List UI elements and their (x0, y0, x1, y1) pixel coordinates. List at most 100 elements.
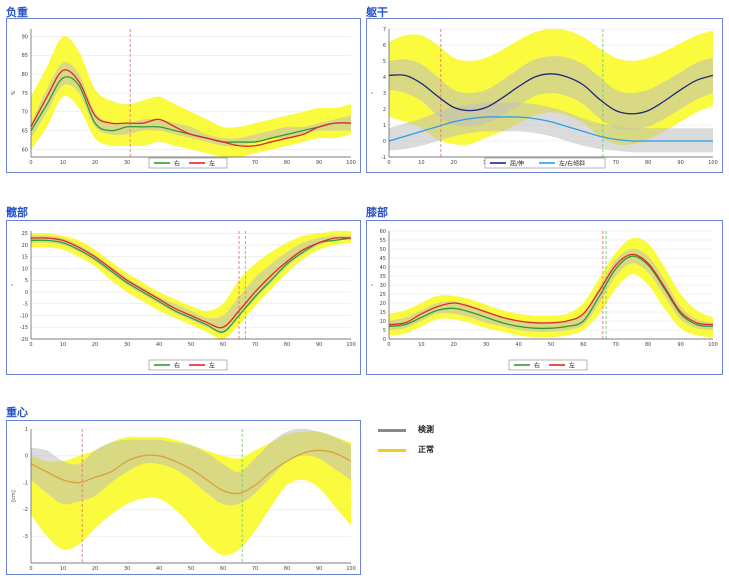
y-tick-label: 20 (380, 301, 386, 307)
x-tick-label: 90 (677, 342, 683, 348)
legend-label: 左/右倾斜 (559, 159, 585, 167)
y-tick-label: 30 (380, 283, 386, 289)
y-tick-label: -1 (381, 155, 386, 161)
normal-swatch (378, 449, 406, 452)
band-measured (31, 429, 351, 506)
x-tick-label: 80 (645, 342, 651, 348)
y-tick-label: 40 (380, 265, 386, 271)
y-axis-label: % (11, 90, 17, 95)
x-tick-label: 60 (580, 342, 586, 348)
x-tick-label: 100 (708, 342, 718, 348)
y-tick-label: 1 (25, 427, 28, 433)
y-tick-label: 0 (25, 454, 28, 460)
x-tick-label: 20 (92, 342, 98, 348)
x-tick-label: 10 (60, 160, 66, 166)
x-tick-label: 100 (346, 342, 356, 348)
x-tick-label: 30 (124, 160, 130, 166)
y-tick-label: 60 (380, 229, 386, 235)
x-tick-label: 50 (188, 342, 194, 348)
y-tick-label: -1 (23, 480, 28, 486)
series-line-右 (30, 237, 352, 333)
legend-label: 右 (534, 361, 540, 369)
y-tick-label: 10 (22, 266, 28, 272)
x-tick-label: 90 (677, 160, 683, 166)
x-tick-label: 40 (156, 342, 162, 348)
legend-label: 左 (209, 159, 215, 167)
x-tick-label: 60 (220, 566, 226, 572)
x-tick-label: 60 (220, 342, 226, 348)
load-chart: 010203040506070809010060657075808590%右左 (11, 29, 356, 169)
trunk-chart-panel: 0102030405060708090100-101234567°屈/伸左/右倾… (366, 18, 723, 173)
x-tick-label: 50 (188, 566, 194, 572)
legend-label: 右 (174, 361, 180, 369)
y-tick-label: 0 (383, 139, 386, 145)
legend-box (148, 359, 228, 371)
hip-chart-panel: 0 10 20 30 40 50 60 70 80 90 100 -20 -15 -10 -5 0 5 10 15 2… (6, 220, 361, 375)
x-tick-label: 10 (418, 342, 424, 348)
x-tick-label: 80 (645, 160, 651, 166)
y-tick-label: 5 (383, 59, 386, 65)
y-tick-label: 45 (380, 256, 386, 262)
x-tick-label: 70 (613, 160, 619, 166)
y-tick-label: 50 (380, 247, 386, 253)
series-line-左 (30, 237, 352, 329)
legend-box (508, 359, 588, 371)
y-axis-label: ° (371, 283, 377, 286)
x-tick-label: 40 (515, 342, 521, 348)
hip-chart-title: 髋部 (6, 206, 28, 219)
x-tick-label: 0 (387, 160, 390, 166)
y-tick-label: 20 (22, 243, 28, 249)
trunk-chart-title: 躯干 (366, 6, 388, 19)
x-tick-label: 90 (316, 566, 322, 572)
x-tick-label: 10 (60, 566, 66, 572)
legend-label: 左 (569, 361, 575, 369)
outer-legend: 検測 正常 (378, 424, 498, 464)
y-tick-label: 2 (383, 107, 386, 113)
y-tick-label: 25 (380, 292, 386, 298)
legend-box (148, 157, 228, 169)
normal-label: 正常 (418, 445, 434, 454)
y-tick-label: -2 (23, 507, 28, 513)
y-tick-label: 5 (383, 328, 386, 334)
y-tick-label: 55 (380, 238, 386, 244)
y-tick-label: 80 (22, 72, 28, 78)
y-tick-label: -10 (20, 313, 28, 319)
x-tick-label: 30 (124, 342, 130, 348)
y-tick-label: 7 (383, 27, 386, 33)
x-tick-label: 80 (284, 160, 290, 166)
cog-chart-panel: 0 10 20 30 40 50 60 70 80 90 100 -3 -2 -1 0 1 [cm] (6, 420, 361, 575)
x-tick-label: 90 (316, 342, 322, 348)
band-measured2 (389, 102, 713, 153)
band-measured (31, 62, 351, 147)
y-tick-label: 15 (380, 310, 386, 316)
x-tick-label: 90 (316, 160, 322, 166)
x-tick-label: 20 (451, 160, 457, 166)
measured-swatch (378, 429, 406, 432)
legend-normal: 正常 (378, 444, 498, 456)
cog-chart: 0 10 20 30 40 50 60 70 80 90 100 -3 -2 -1 0 1 [cm] (11, 427, 356, 572)
x-tick-label: 100 (708, 160, 718, 166)
x-tick-label: 70 (613, 342, 619, 348)
series-line-左/右倾斜 (388, 116, 713, 142)
x-tick-label: 100 (346, 566, 356, 572)
x-tick-label: 10 (418, 160, 424, 166)
series-line-cog (30, 449, 352, 495)
hip-chart: 0 10 20 30 40 50 60 70 80 90 100 -20 -15 -10 -5 0 5 10 15 2… (11, 230, 356, 371)
measured-label: 検測 (418, 425, 434, 434)
y-tick-label: -15 (20, 325, 28, 331)
series-line-左 (388, 253, 714, 326)
legend-label: 右 (174, 159, 180, 167)
x-tick-label: 40 (156, 566, 162, 572)
series-line-屈/伸 (388, 73, 714, 115)
knee-chart-panel: 0 10 20 30 40 50 60 70 80 90 100 0 5 10 15 20 25 30 35 40 45… (366, 220, 723, 375)
y-tick-label: -3 (23, 534, 28, 540)
y-tick-label: 0 (383, 337, 386, 343)
x-tick-label: 70 (252, 160, 258, 166)
y-tick-label: 6 (383, 43, 386, 49)
series-line-右 (388, 255, 714, 330)
x-tick-label: 80 (284, 566, 290, 572)
trunk-chart: 0102030405060708090100-101234567°屈/伸左/右倾… (371, 27, 718, 169)
knee-chart: 0 10 20 30 40 50 60 70 80 90 100 0 5 10 15 20 25 30 35 40 45… (371, 229, 718, 371)
x-tick-label: 70 (252, 342, 258, 348)
y-axis-label: [cm] (11, 490, 17, 502)
